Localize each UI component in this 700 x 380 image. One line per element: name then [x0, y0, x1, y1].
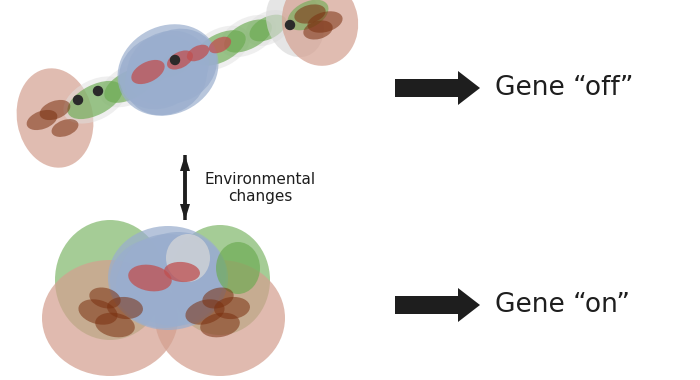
Ellipse shape: [186, 299, 225, 325]
Ellipse shape: [116, 244, 212, 328]
Ellipse shape: [95, 313, 135, 337]
Ellipse shape: [288, 0, 328, 30]
Ellipse shape: [155, 50, 195, 78]
FancyArrow shape: [395, 288, 480, 322]
Ellipse shape: [303, 21, 332, 40]
Text: Gene “on”: Gene “on”: [495, 292, 630, 318]
Ellipse shape: [307, 11, 342, 33]
FancyArrow shape: [180, 155, 190, 220]
Ellipse shape: [110, 238, 206, 322]
Ellipse shape: [135, 28, 217, 103]
Ellipse shape: [118, 24, 218, 116]
Ellipse shape: [195, 30, 246, 66]
FancyArrow shape: [180, 155, 190, 220]
Ellipse shape: [164, 262, 200, 282]
Ellipse shape: [266, 0, 324, 57]
Ellipse shape: [155, 260, 285, 376]
Ellipse shape: [209, 37, 231, 53]
Ellipse shape: [108, 226, 228, 330]
Ellipse shape: [132, 60, 164, 84]
Text: Environmental
changes: Environmental changes: [205, 172, 316, 204]
Ellipse shape: [170, 225, 270, 335]
Ellipse shape: [55, 220, 165, 340]
Ellipse shape: [125, 41, 206, 115]
Ellipse shape: [187, 45, 209, 61]
Ellipse shape: [216, 242, 260, 294]
Circle shape: [286, 21, 295, 30]
Ellipse shape: [200, 313, 240, 337]
Ellipse shape: [78, 299, 118, 325]
Ellipse shape: [249, 15, 286, 41]
Ellipse shape: [104, 67, 155, 103]
Text: Gene “off”: Gene “off”: [495, 75, 634, 101]
Ellipse shape: [246, 10, 290, 46]
Circle shape: [171, 55, 179, 65]
Ellipse shape: [128, 264, 172, 291]
Ellipse shape: [100, 63, 160, 107]
Ellipse shape: [67, 81, 122, 119]
Ellipse shape: [107, 297, 143, 319]
Ellipse shape: [167, 51, 193, 70]
Ellipse shape: [126, 242, 222, 326]
Ellipse shape: [190, 26, 250, 70]
Ellipse shape: [90, 288, 120, 309]
FancyArrow shape: [395, 71, 480, 105]
Ellipse shape: [214, 297, 250, 319]
Ellipse shape: [220, 15, 276, 57]
Ellipse shape: [120, 234, 216, 318]
Circle shape: [74, 95, 83, 104]
Ellipse shape: [27, 110, 57, 130]
Ellipse shape: [127, 31, 209, 105]
Ellipse shape: [40, 100, 70, 120]
Ellipse shape: [64, 76, 127, 124]
Circle shape: [94, 87, 102, 95]
Ellipse shape: [119, 35, 201, 109]
Ellipse shape: [150, 46, 200, 82]
Ellipse shape: [166, 234, 210, 282]
Ellipse shape: [136, 60, 174, 86]
Ellipse shape: [130, 232, 226, 316]
Ellipse shape: [224, 19, 272, 52]
Ellipse shape: [17, 68, 93, 168]
Ellipse shape: [295, 5, 326, 24]
Ellipse shape: [132, 56, 177, 90]
Ellipse shape: [52, 119, 78, 137]
Ellipse shape: [282, 0, 358, 66]
Ellipse shape: [42, 260, 178, 376]
Ellipse shape: [202, 288, 234, 309]
